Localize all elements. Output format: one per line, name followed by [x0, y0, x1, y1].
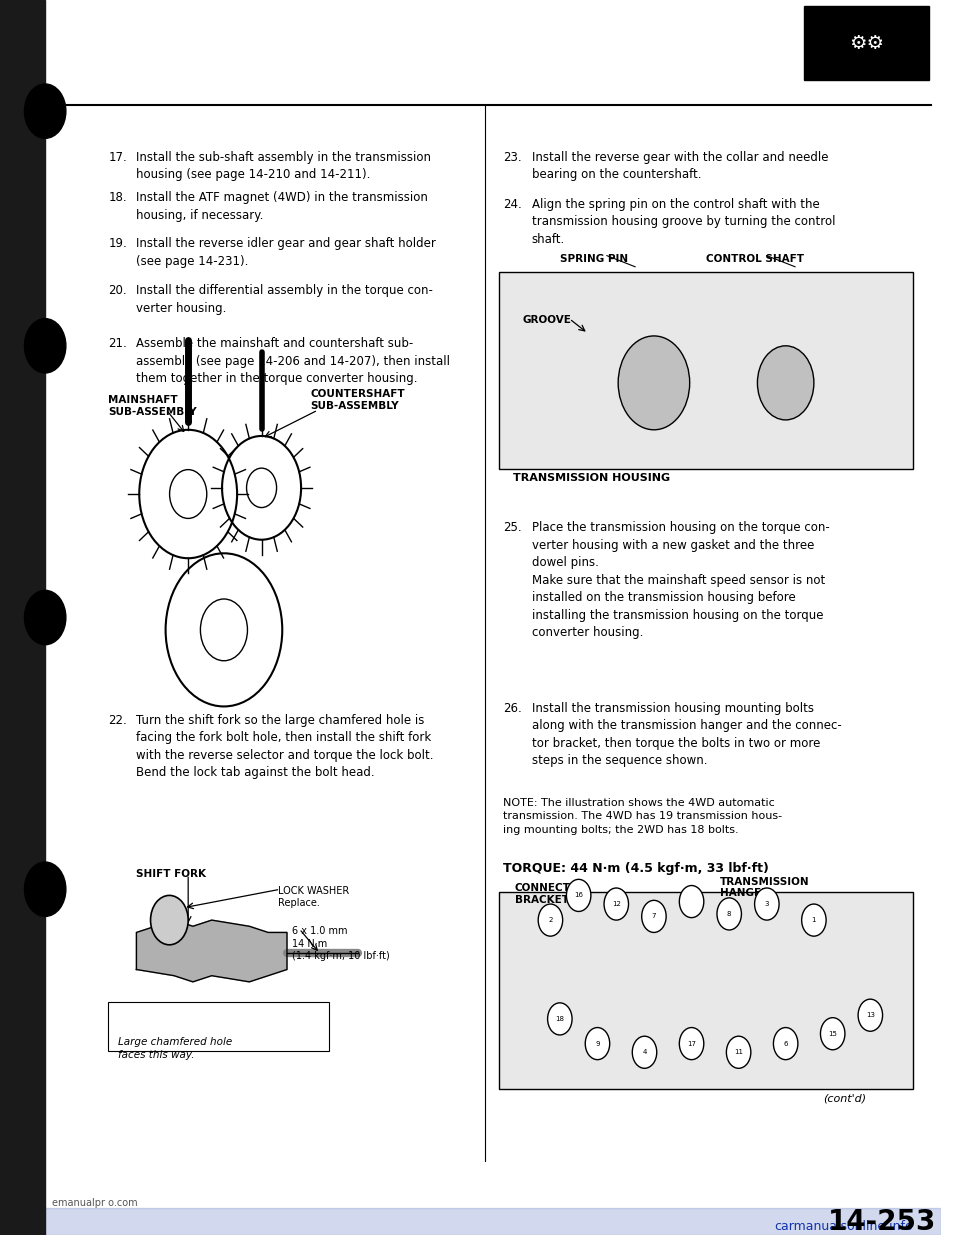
Text: 15: 15	[828, 1031, 837, 1037]
Circle shape	[821, 1017, 845, 1049]
Circle shape	[539, 904, 563, 936]
Text: Assemble the mainshaft and countershaft sub-
assembly (see page 14-206 and 14-20: Assemble the mainshaft and countershaft …	[136, 337, 450, 385]
Bar	[0, 0, 45, 1235]
Circle shape	[757, 345, 814, 420]
Text: MAINSHAFT
SUB-ASSEMBLY: MAINSHAFT SUB-ASSEMBLY	[108, 395, 197, 417]
Text: 25.: 25.	[503, 522, 522, 534]
Text: 2: 2	[548, 917, 553, 923]
Text: 18: 18	[555, 1016, 564, 1022]
Text: ⚙⚙: ⚙⚙	[849, 34, 884, 52]
Circle shape	[618, 335, 689, 430]
Text: LOCK WASHER
Replace.: LOCK WASHER Replace.	[277, 886, 348, 908]
Circle shape	[717, 898, 741, 930]
Text: 11: 11	[734, 1049, 743, 1056]
Text: TRANSMISSION HOUSING: TRANSMISSION HOUSING	[513, 473, 670, 483]
Text: Install the differential assembly in the torque con-
verter housing.: Install the differential assembly in the…	[136, 284, 433, 314]
Circle shape	[151, 895, 188, 945]
Circle shape	[24, 84, 66, 138]
Text: 23.: 23.	[503, 150, 522, 164]
Text: 12: 12	[612, 900, 621, 907]
Circle shape	[604, 888, 629, 920]
Bar	[498, 892, 913, 1089]
Text: 7: 7	[652, 913, 657, 919]
Bar	[108, 1001, 329, 1051]
Text: 18.: 18.	[108, 191, 127, 205]
Text: 22.: 22.	[108, 714, 127, 727]
Text: SPRING PIN: SPRING PIN	[560, 255, 628, 265]
Text: 24.: 24.	[503, 197, 522, 211]
Text: 3: 3	[764, 900, 769, 907]
Circle shape	[802, 904, 827, 936]
Text: Install the reverse gear with the collar and needle
bearing on the countershaft.: Install the reverse gear with the collar…	[532, 150, 828, 181]
Text: carmanualsonline.info: carmanualsonline.info	[774, 1220, 913, 1233]
Text: 26.: 26.	[503, 702, 522, 714]
Text: Large chamfered hole
faces this way.: Large chamfered hole faces this way.	[118, 1037, 232, 1059]
Text: Install the transmission housing mounting bolts
along with the transmission hang: Install the transmission housing mountin…	[532, 702, 841, 768]
Circle shape	[547, 1002, 572, 1035]
Text: 20.: 20.	[108, 284, 127, 297]
Text: 4: 4	[642, 1049, 647, 1056]
Text: 21.: 21.	[108, 337, 127, 350]
Circle shape	[24, 862, 66, 917]
Circle shape	[755, 888, 780, 920]
Circle shape	[566, 879, 591, 912]
Text: 13: 13	[866, 1012, 875, 1018]
Circle shape	[641, 900, 666, 933]
Circle shape	[774, 1027, 798, 1059]
Text: GROOVE: GROOVE	[522, 315, 571, 325]
Text: 6: 6	[783, 1041, 788, 1047]
Text: COUNTERSHAFT
SUB-ASSEMBLY: COUNTERSHAFT SUB-ASSEMBLY	[310, 389, 405, 411]
Text: Turn the shift fork so the large chamfered hole is
facing the fork bolt hole, th: Turn the shift fork so the large chamfer…	[136, 714, 434, 779]
Text: SHIFT FORK: SHIFT FORK	[136, 869, 206, 879]
Text: Install the ATF magnet (4WD) in the transmission
housing, if necessary.: Install the ATF magnet (4WD) in the tran…	[136, 191, 428, 222]
Text: Install the sub-shaft assembly in the transmission
housing (see page 14-210 and : Install the sub-shaft assembly in the tr…	[136, 150, 431, 181]
Circle shape	[24, 319, 66, 373]
Circle shape	[680, 1027, 704, 1059]
Text: 6 x 1.0 mm
14 N·m
(1.4 kgf·m, 10 lbf·ft): 6 x 1.0 mm 14 N·m (1.4 kgf·m, 10 lbf·ft)	[292, 927, 390, 961]
Text: 9: 9	[595, 1041, 600, 1047]
Text: 17: 17	[687, 1041, 696, 1047]
Circle shape	[858, 999, 882, 1031]
Circle shape	[24, 590, 66, 645]
Text: NOTE: The illustration shows the 4WD automatic
transmission. The 4WD has 19 tran: NOTE: The illustration shows the 4WD aut…	[503, 797, 782, 835]
Text: Install the reverse idler gear and gear shaft holder
(see page 14-231).: Install the reverse idler gear and gear …	[136, 237, 436, 267]
Text: 14-253: 14-253	[828, 1208, 936, 1236]
Text: CONNECTOR
BRACKET: CONNECTOR BRACKET	[515, 883, 588, 904]
Text: (cont'd): (cont'd)	[824, 1093, 867, 1103]
Bar	[804, 6, 928, 81]
Text: 1: 1	[811, 917, 816, 923]
Polygon shape	[136, 920, 287, 982]
Text: 19.: 19.	[108, 237, 127, 250]
Text: emanualpr o.com: emanualpr o.com	[52, 1199, 137, 1208]
Text: 8: 8	[727, 910, 732, 917]
Text: CONTROL SHAFT: CONTROL SHAFT	[706, 255, 804, 265]
Text: 17.: 17.	[108, 150, 127, 164]
Text: Align the spring pin on the control shaft with the
transmission housing groove b: Align the spring pin on the control shaf…	[532, 197, 835, 246]
Text: Place the transmission housing on the torque con-
verter housing with a new gask: Place the transmission housing on the to…	[532, 522, 829, 640]
Text: TORQUE: 44 N·m (4.5 kgf·m, 33 lbf·ft): TORQUE: 44 N·m (4.5 kgf·m, 33 lbf·ft)	[503, 862, 769, 876]
Text: TRANSMISSION
HANGER: TRANSMISSION HANGER	[720, 877, 809, 898]
Circle shape	[727, 1036, 751, 1068]
Bar	[0, 1208, 941, 1235]
Circle shape	[680, 886, 704, 918]
Circle shape	[633, 1036, 657, 1068]
Circle shape	[586, 1027, 610, 1059]
Text: 16: 16	[574, 893, 583, 898]
Bar	[498, 272, 913, 469]
